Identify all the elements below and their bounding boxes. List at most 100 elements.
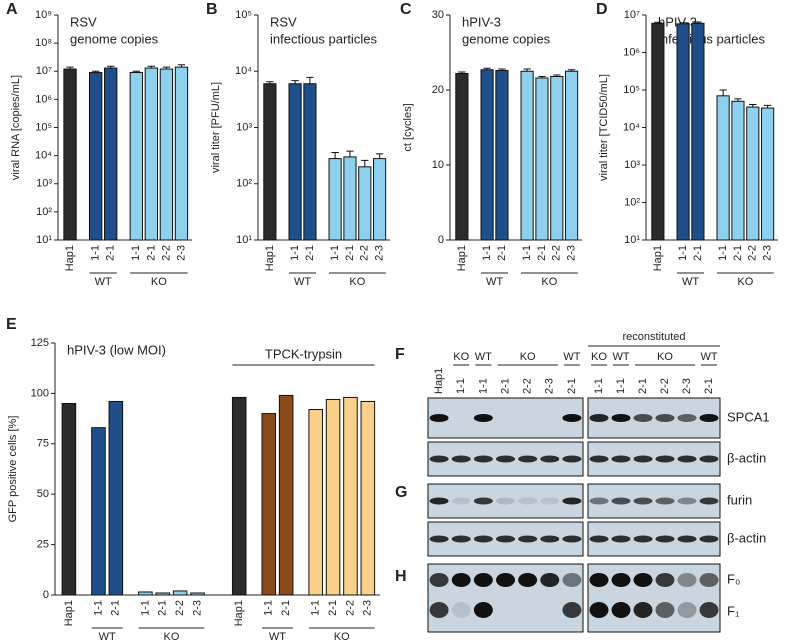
row-label: SPCA1	[727, 409, 770, 424]
panel-letter: H	[395, 568, 407, 585]
band	[611, 535, 631, 543]
band	[451, 573, 471, 587]
lane-label: 2-3	[681, 378, 693, 394]
error-bar	[694, 21, 702, 24]
band	[496, 455, 515, 463]
lane-label: 2-2	[522, 378, 534, 394]
band	[473, 455, 493, 463]
blot-membrane	[587, 483, 721, 519]
chart-title: infectious particles	[270, 31, 377, 46]
error-bar	[654, 21, 662, 24]
group-label: WT	[682, 276, 699, 288]
x-tick-label: 2-1	[692, 245, 704, 261]
x-tick-label: 1-1	[289, 245, 301, 261]
bar	[91, 427, 106, 596]
chart-title: RSV	[70, 14, 97, 29]
error-bar	[498, 68, 506, 71]
x-tick-label: 2-3	[362, 600, 374, 616]
annotation: TPCK-trypsin	[265, 346, 342, 361]
error-bar	[523, 68, 531, 72]
band	[611, 414, 631, 422]
x-tick-label: 2-1	[105, 245, 117, 261]
band	[540, 573, 560, 587]
bar	[358, 166, 372, 241]
band	[429, 535, 449, 543]
blot-membrane	[427, 397, 584, 439]
group-label: WT	[612, 351, 629, 363]
bar	[155, 592, 171, 596]
group-label: WT	[563, 351, 580, 363]
band	[677, 573, 697, 587]
blot-membrane	[587, 521, 721, 557]
band	[589, 455, 609, 463]
x-tick-label: 2-3	[762, 245, 774, 261]
x-tick-label: 2-3	[566, 245, 578, 261]
error-bar	[679, 22, 687, 24]
y-tick-label: 10⁵	[235, 9, 252, 21]
band	[677, 602, 697, 618]
y-tick-label: 10⁴	[623, 121, 640, 133]
x-tick-label: 1-1	[90, 245, 102, 261]
panel-letter: G	[395, 484, 407, 501]
group-label: WT	[95, 276, 112, 288]
panel-letter: D	[596, 1, 608, 18]
x-tick-label: 1-1	[310, 600, 322, 616]
y-tick-label: 50	[37, 488, 49, 500]
band	[589, 497, 609, 505]
band	[611, 573, 631, 587]
lane-label: 1-1	[455, 378, 467, 394]
y-tick-label: 10⁷	[624, 9, 640, 21]
panel-letter: E	[6, 316, 17, 333]
y-tick-label: 10¹	[36, 234, 52, 246]
error-bar	[553, 74, 561, 77]
x-tick-label: 2-1	[145, 245, 157, 261]
chart-title: genome copies	[462, 31, 551, 46]
error-bar	[375, 153, 384, 159]
lane-label: 2-1	[703, 378, 715, 394]
band	[633, 414, 653, 422]
y-tick-label: 10¹	[236, 234, 252, 246]
band	[655, 535, 675, 543]
bar	[231, 396, 247, 596]
band	[562, 455, 582, 463]
blot-header: reconstituted	[623, 331, 686, 343]
bar	[303, 83, 317, 241]
y-tick-label: 10⁹	[35, 9, 52, 21]
bar	[746, 106, 760, 241]
x-tick-label: Hap1	[64, 245, 76, 271]
group-label: KO	[520, 351, 536, 363]
band	[518, 455, 538, 463]
band	[699, 497, 719, 505]
band	[429, 455, 449, 463]
bar	[129, 72, 143, 241]
error-bar	[567, 69, 576, 72]
band	[677, 414, 697, 422]
bar	[691, 22, 705, 241]
y-tick-label: 10²	[36, 206, 52, 218]
panel-letter: F	[395, 346, 405, 363]
band	[677, 535, 697, 543]
band	[633, 455, 653, 463]
band	[677, 455, 697, 463]
bar	[550, 76, 564, 241]
x-tick-label: Hap1	[652, 245, 664, 271]
y-tick-label: 10⁸	[35, 37, 52, 49]
x-tick-label: Hap1	[63, 600, 75, 626]
x-tick-label: 2-2	[551, 245, 563, 261]
x-tick-label: 2-1	[732, 245, 744, 261]
y-tick-label: 10²	[236, 178, 252, 190]
error-bar	[458, 71, 466, 74]
blot-membrane	[587, 441, 721, 477]
group-label: KO	[657, 351, 673, 363]
error-bar	[266, 81, 274, 84]
band	[473, 497, 493, 505]
group-label: WT	[99, 631, 116, 642]
error-bar	[361, 159, 369, 167]
band	[611, 602, 631, 618]
y-tick-label: 125	[31, 337, 49, 349]
band	[589, 414, 609, 422]
error-bar	[734, 98, 742, 102]
x-tick-label: 2-3	[175, 245, 187, 261]
bar	[480, 69, 494, 241]
